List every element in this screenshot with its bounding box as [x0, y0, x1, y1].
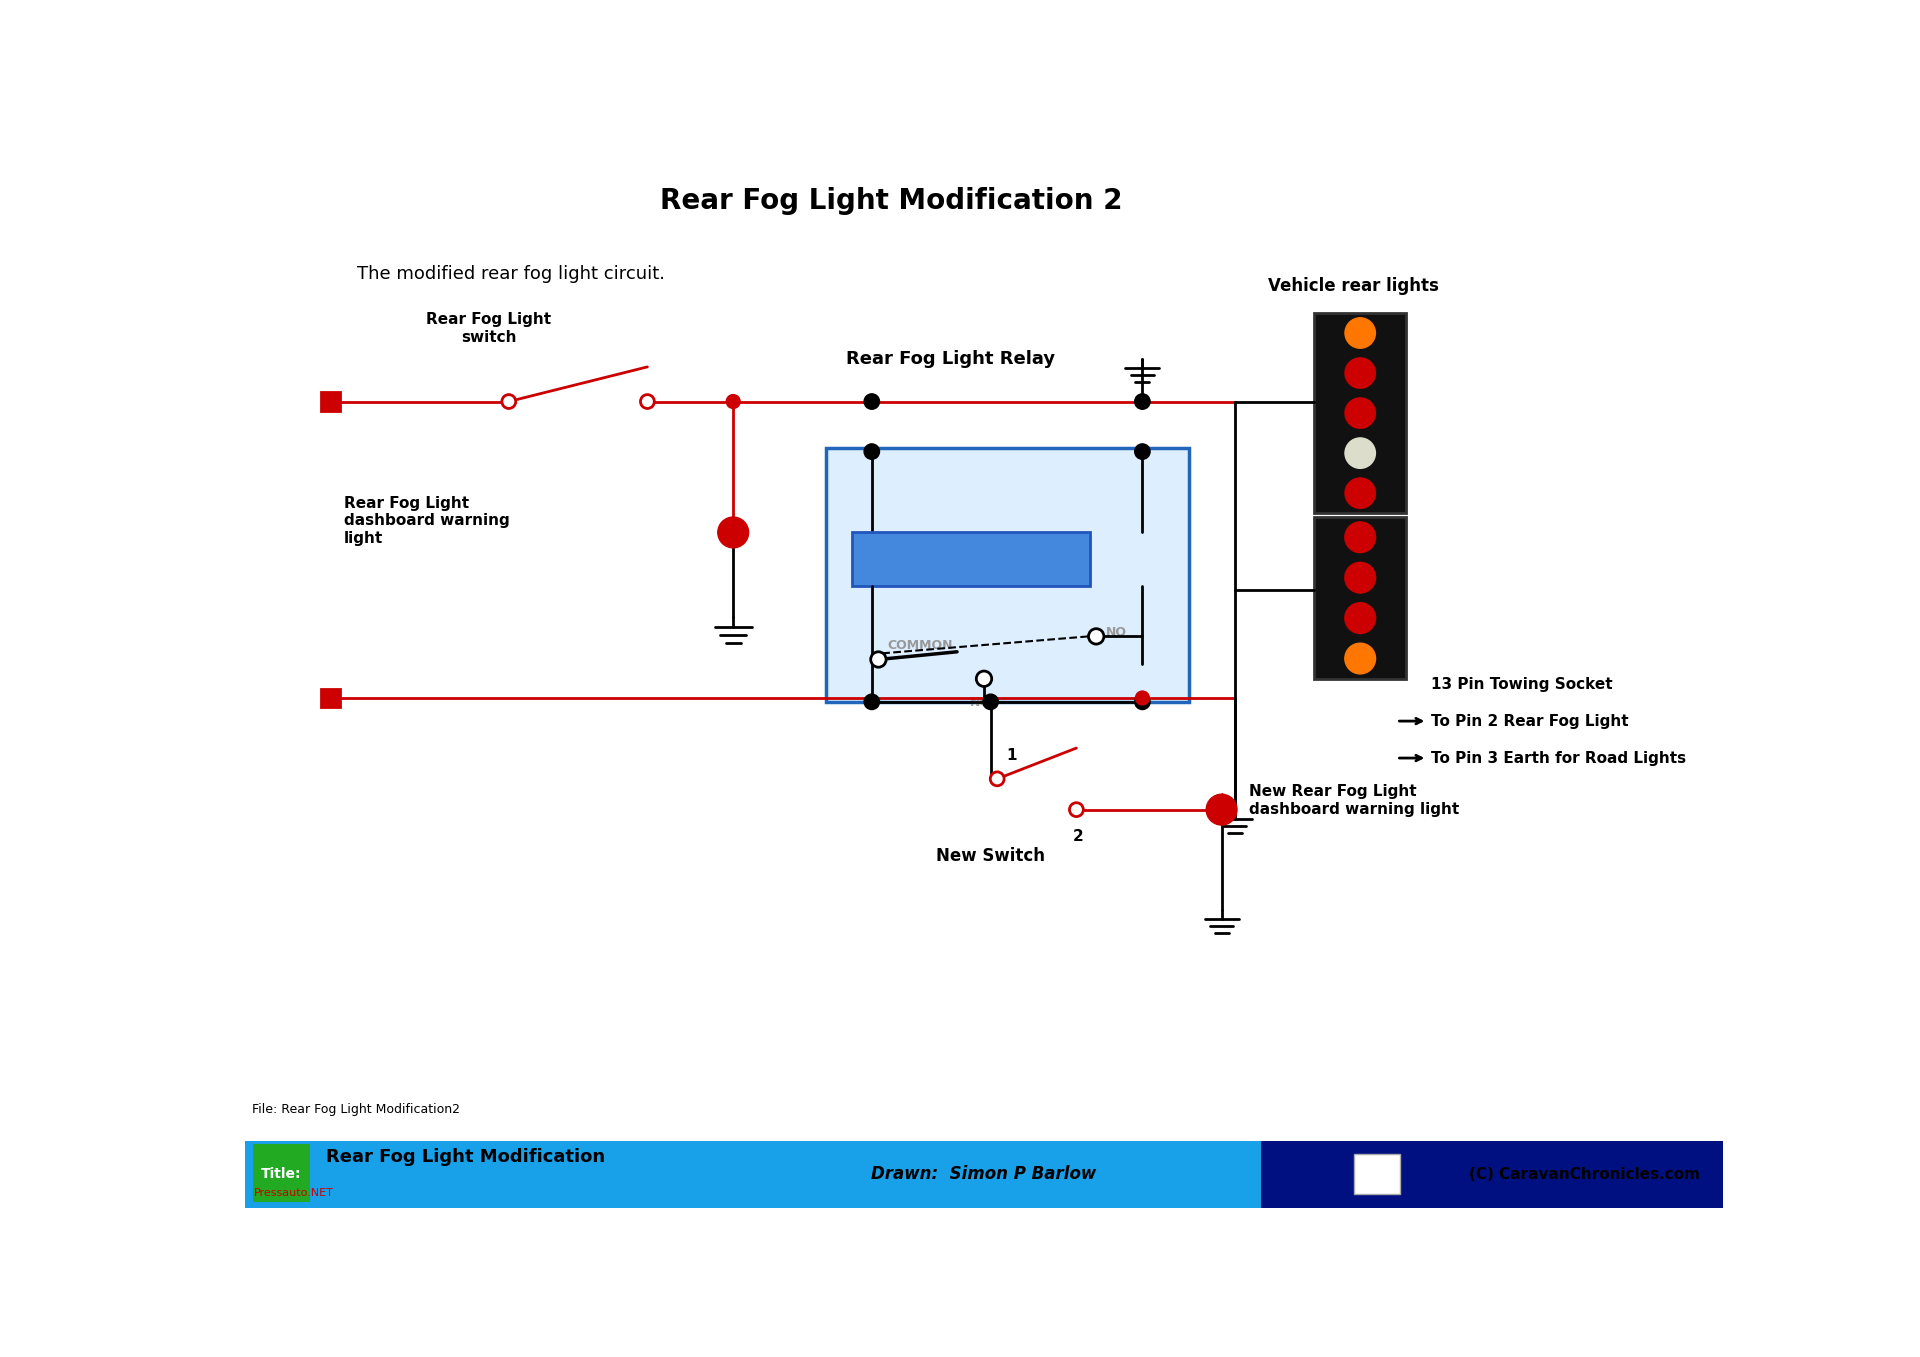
- Circle shape: [1344, 562, 1375, 593]
- Circle shape: [1346, 358, 1375, 388]
- Circle shape: [641, 395, 655, 408]
- Text: Title:: Title:: [261, 1167, 301, 1181]
- Circle shape: [991, 772, 1004, 786]
- Circle shape: [1206, 794, 1236, 825]
- Text: Pressauto.NET: Pressauto.NET: [253, 1187, 334, 1198]
- Bar: [1313, 313, 1405, 513]
- Circle shape: [1346, 438, 1375, 468]
- Circle shape: [975, 672, 993, 687]
- Circle shape: [864, 444, 879, 459]
- Text: New Rear Fog Light
dashboard warning light: New Rear Fog Light dashboard warning lig…: [1248, 784, 1459, 817]
- Circle shape: [1344, 643, 1375, 674]
- Bar: [246, 1141, 1722, 1208]
- Circle shape: [1135, 394, 1150, 410]
- Text: Rear Fog Light Relay: Rear Fog Light Relay: [847, 350, 1056, 368]
- Text: (C) CaravanChronicles.com: (C) CaravanChronicles.com: [1469, 1167, 1699, 1182]
- Circle shape: [983, 695, 998, 710]
- Bar: [852, 532, 1089, 586]
- Circle shape: [1135, 691, 1150, 704]
- Bar: [321, 689, 340, 707]
- Bar: [253, 1144, 311, 1201]
- Circle shape: [1135, 444, 1150, 459]
- Circle shape: [1346, 478, 1375, 509]
- Bar: [1354, 1155, 1400, 1194]
- Text: File: Rear Fog Light Modification2: File: Rear Fog Light Modification2: [253, 1103, 461, 1117]
- Bar: [1313, 517, 1405, 678]
- Text: COMMON: COMMON: [887, 639, 952, 651]
- Text: NC: NC: [970, 696, 989, 708]
- Circle shape: [864, 394, 879, 410]
- Circle shape: [726, 395, 739, 408]
- Circle shape: [864, 695, 879, 710]
- Text: To Pin 2 Rear Fog Light: To Pin 2 Rear Fog Light: [1430, 714, 1628, 729]
- Text: To Pin 3 Earth for Road Lights: To Pin 3 Earth for Road Lights: [1430, 750, 1686, 765]
- Text: The modified rear fog light circuit.: The modified rear fog light circuit.: [357, 266, 664, 284]
- Bar: [321, 392, 340, 411]
- Text: Vehicle rear lights: Vehicle rear lights: [1269, 277, 1438, 294]
- Circle shape: [718, 517, 749, 548]
- Text: 13 Pin Towing Socket: 13 Pin Towing Socket: [1430, 677, 1613, 692]
- Circle shape: [870, 651, 887, 668]
- Bar: [1261, 1141, 1722, 1208]
- Bar: [826, 448, 1188, 702]
- Text: Drawn:  Simon P Barlow: Drawn: Simon P Barlow: [872, 1166, 1096, 1183]
- Text: Rear Fog Light Modification: Rear Fog Light Modification: [326, 1148, 605, 1167]
- Circle shape: [1069, 803, 1083, 817]
- Circle shape: [1346, 318, 1375, 349]
- Text: 2: 2: [1073, 829, 1083, 844]
- Text: Rear Fog Light
dashboard warning
light: Rear Fog Light dashboard warning light: [344, 497, 509, 546]
- Circle shape: [1089, 628, 1104, 645]
- Text: Rear Fog Light
switch: Rear Fog Light switch: [426, 312, 551, 345]
- Circle shape: [1344, 603, 1375, 634]
- Circle shape: [1346, 398, 1375, 429]
- Text: NO: NO: [1106, 626, 1127, 639]
- Circle shape: [1135, 695, 1150, 710]
- Circle shape: [501, 395, 516, 408]
- Text: Rear Fog Light Modification 2: Rear Fog Light Modification 2: [660, 187, 1123, 216]
- Text: 1: 1: [1006, 749, 1018, 764]
- Text: New Switch: New Switch: [937, 847, 1044, 864]
- Circle shape: [1344, 522, 1375, 552]
